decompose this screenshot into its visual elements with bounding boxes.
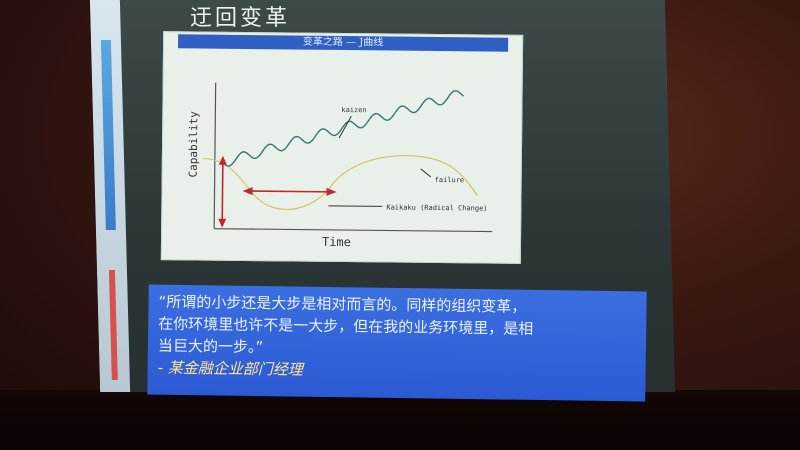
diagram-svg: Capability Time kaizen failure Kaikaku (… — [187, 82, 493, 249]
drop-arrow — [221, 160, 224, 223]
drop-arrow-head-top — [218, 155, 227, 165]
kaizen-wave — [222, 90, 464, 167]
side-red-bar — [108, 270, 118, 380]
room-floor — [0, 390, 800, 450]
x-axis-label: Time — [322, 235, 351, 249]
kaizen-pointer — [338, 115, 352, 139]
kaikaku-pointer — [328, 205, 383, 207]
x-axis — [214, 228, 493, 233]
side-blue-bar — [100, 40, 116, 230]
duration-arrow-head-right — [326, 187, 337, 196]
duration-arrow-head-left — [242, 187, 253, 196]
y-axis-label: Capability — [187, 111, 201, 178]
duration-arrow — [248, 190, 331, 193]
j-curve-diagram: 变革之路 — J曲线 Capability Time kaizen failur… — [160, 31, 524, 264]
slide-title: 迂回变革 — [190, 6, 291, 31]
failure-curve — [202, 155, 478, 211]
kaikaku-label: Kaikaku (Radical Change) — [386, 203, 487, 212]
quote-panel: “所谓的小步还是大步是相对而言的。同样的组织变革， 在你环境里也许不是一大步，但… — [147, 284, 647, 402]
failure-label: failure — [435, 176, 465, 184]
drop-arrow-head-bottom — [218, 218, 227, 228]
failure-pointer — [420, 168, 432, 178]
y-axis — [213, 82, 217, 229]
kaizen-label: kaizen — [341, 106, 366, 114]
